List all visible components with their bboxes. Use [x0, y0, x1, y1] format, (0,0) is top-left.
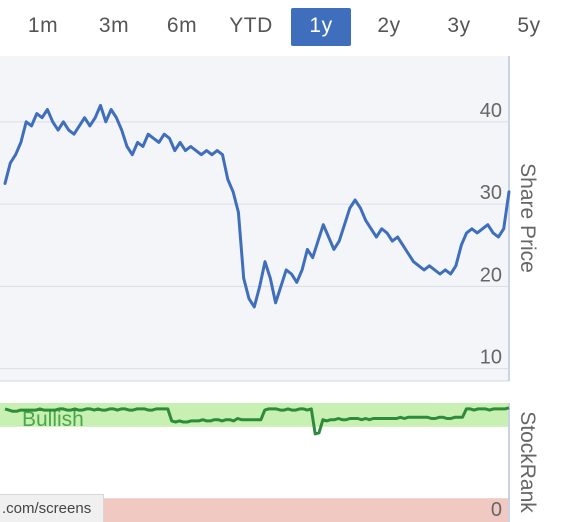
- range-tab-ytd[interactable]: YTD: [229, 14, 273, 37]
- bearish-zone: [0, 498, 509, 522]
- url-fragment: .com/screens: [0, 494, 104, 522]
- axis-labels: Share Price StockRank: [516, 163, 539, 513]
- time-range-selector: 1m 3m 6m YTD 1y 2y 3y 5y: [0, 0, 561, 54]
- stockrank-line: [4, 406, 510, 436]
- rank-tick-label: 0: [491, 499, 502, 521]
- share-price-axis-label: Share Price: [516, 163, 539, 273]
- y-tick-label: 10: [480, 347, 502, 369]
- zone-label: Bullish: [22, 408, 84, 431]
- share-price-line: [3, 103, 511, 309]
- range-tab-2y[interactable]: 2y: [377, 14, 401, 37]
- plot-background: [0, 56, 509, 381]
- range-tab-1m[interactable]: 1m: [27, 14, 59, 37]
- share-price-panel: 10 20 30 40: [0, 56, 511, 382]
- range-tab-6m[interactable]: 6m: [166, 14, 198, 37]
- stockrank-axis-label: StockRank: [516, 411, 539, 513]
- range-tab-3m[interactable]: 3m: [98, 14, 130, 37]
- y-tick-label: 20: [480, 264, 502, 286]
- range-tab-3y[interactable]: 3y: [447, 14, 471, 37]
- range-tab-1y[interactable]: 1y: [291, 8, 351, 46]
- range-tab-5y[interactable]: 5y: [517, 14, 541, 37]
- y-tick-label: 40: [480, 100, 502, 122]
- y-tick-label: 30: [480, 182, 502, 204]
